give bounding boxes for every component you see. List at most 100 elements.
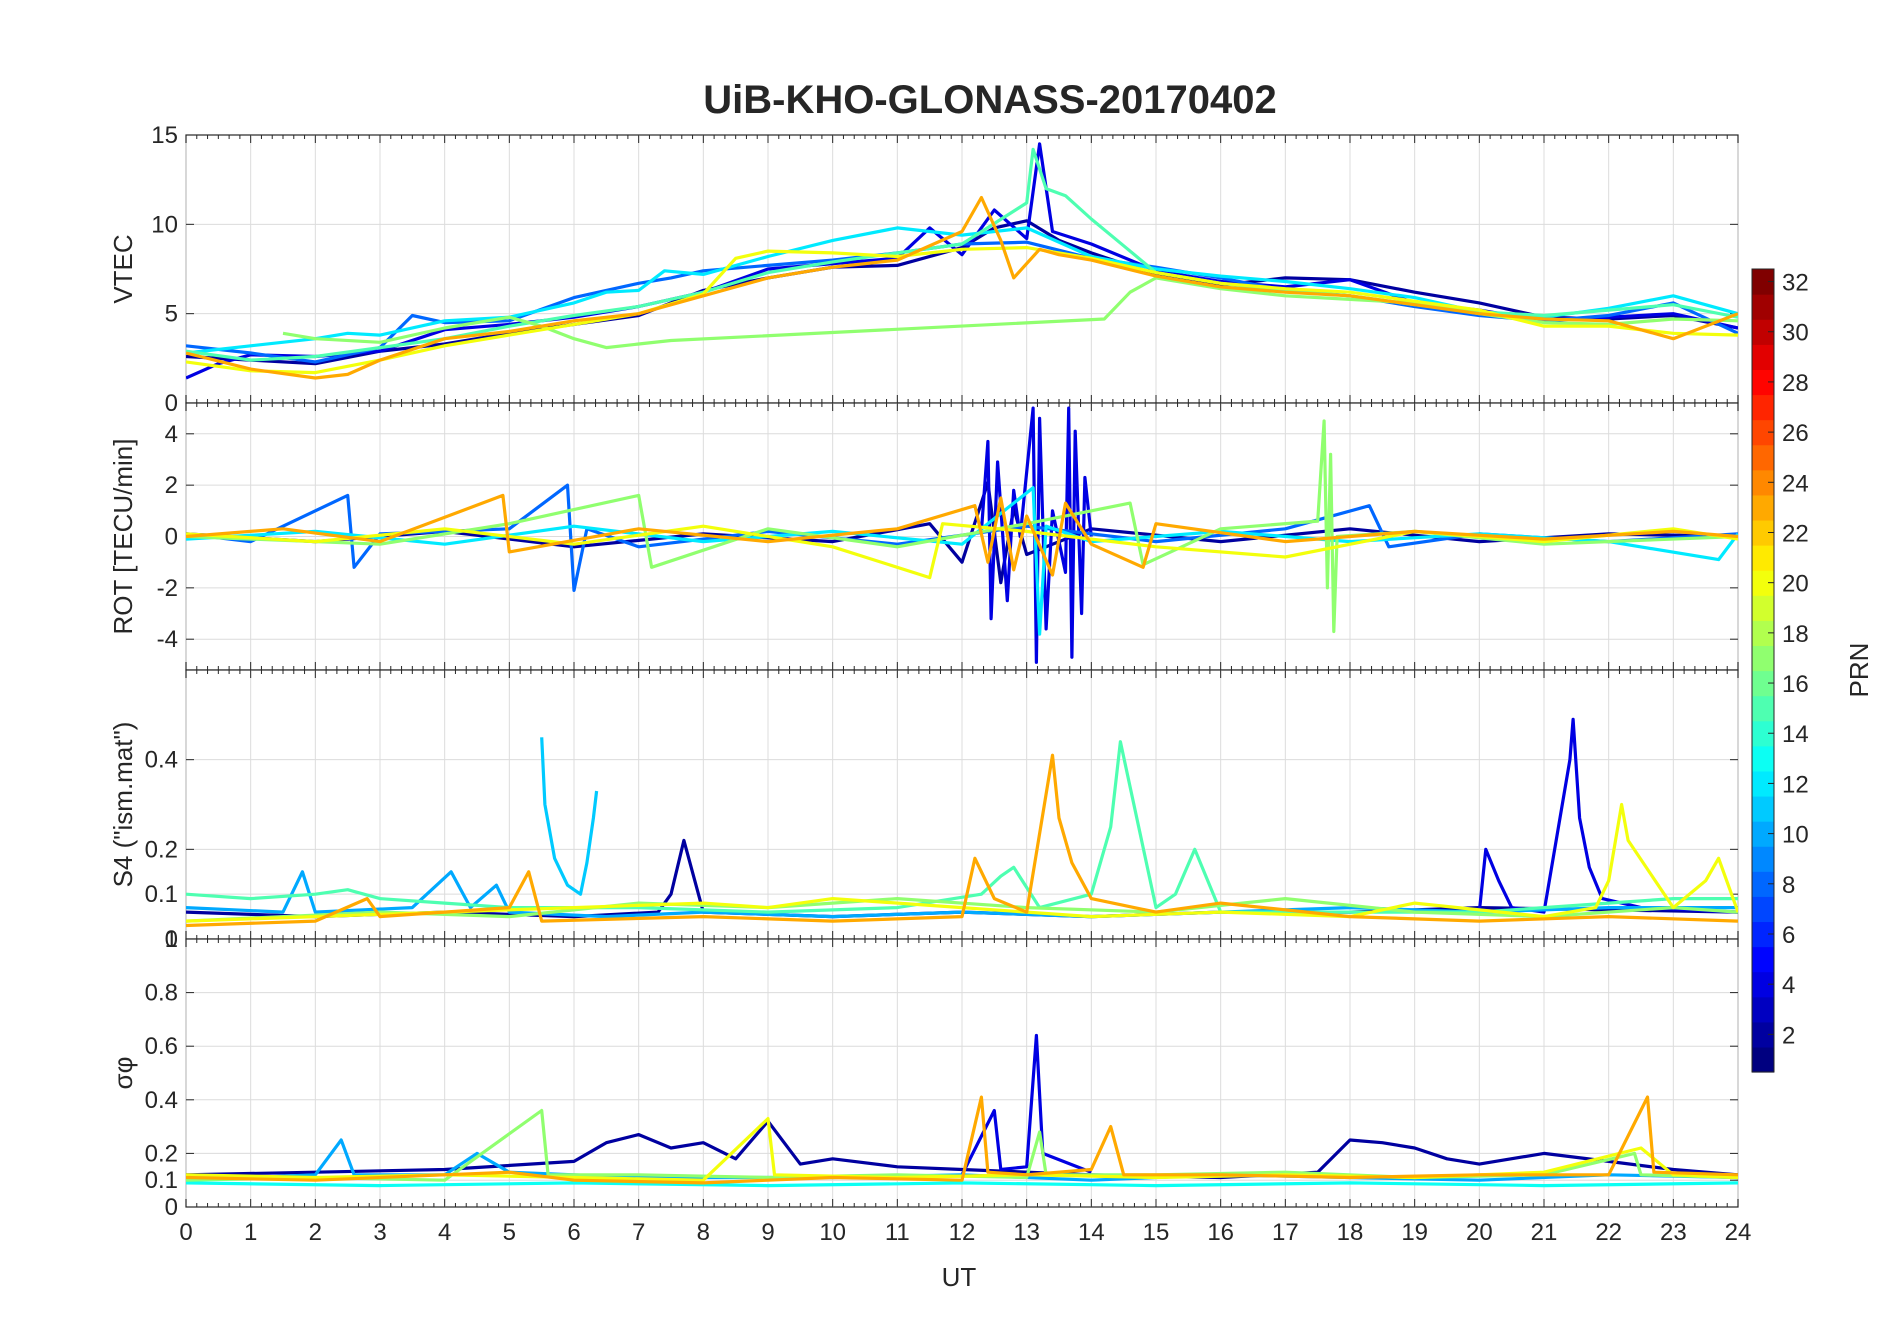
series-prn-2 xyxy=(186,1119,1738,1180)
series-prn-17 xyxy=(186,419,1738,634)
y-tick-label: 0.1 xyxy=(145,1167,178,1194)
colorbar-segment xyxy=(1752,419,1774,446)
series-prn-23 xyxy=(186,1095,1738,1185)
colorbar-segment xyxy=(1752,344,1774,370)
colorbar-segment xyxy=(1752,996,1774,1023)
x-tick-label: 11 xyxy=(885,1219,910,1246)
colorbar-segment xyxy=(1752,1021,1774,1048)
y-tick-label: 0.4 xyxy=(145,747,178,774)
x-tick-label: 2 xyxy=(309,1219,322,1246)
series-prn-23 xyxy=(186,195,1738,380)
y-tick-label: -4 xyxy=(157,626,178,653)
x-tick-label: 18 xyxy=(1337,1219,1364,1246)
x-tick-label: 17 xyxy=(1272,1219,1299,1246)
colorbar-segment xyxy=(1752,695,1774,722)
series-prn-4 xyxy=(979,406,1093,664)
y-tick-label: 0.4 xyxy=(145,1087,178,1114)
x-tick-label: 8 xyxy=(697,1219,710,1246)
series-prn-4 xyxy=(1477,717,1738,914)
panel-series xyxy=(186,717,1738,928)
colorbar-segment xyxy=(1752,319,1774,345)
x-tick-label: 5 xyxy=(503,1219,516,1246)
x-tick-label: 4 xyxy=(438,1219,451,1246)
colorbar-tick-label: 22 xyxy=(1782,520,1809,547)
chart-title: UiB-KHO-GLONASS-20170402 xyxy=(703,78,1277,122)
x-tick-label: 21 xyxy=(1531,1219,1558,1246)
y-axis-label: ROT [TECU/min] xyxy=(108,439,138,635)
colorbar-segment xyxy=(1752,645,1774,672)
y-axis-label: VTEC xyxy=(108,234,138,303)
colorbar-tick-label: 2 xyxy=(1782,1022,1795,1049)
series-prn-23 xyxy=(186,493,1738,577)
x-tick-label: 22 xyxy=(1595,1219,1622,1246)
colorbar-segment xyxy=(1752,795,1774,822)
y-tick-label: 4 xyxy=(165,421,178,448)
colorbar-segment xyxy=(1752,846,1774,872)
x-tick-label: 9 xyxy=(761,1219,774,1246)
colorbar-segment xyxy=(1752,269,1774,295)
colorbar-segment xyxy=(1752,494,1774,521)
y-tick-label: 10 xyxy=(151,211,178,238)
x-tick-label: 10 xyxy=(819,1219,846,1246)
colorbar-tick-label: 4 xyxy=(1782,972,1795,999)
x-tick-label: 1 xyxy=(244,1219,257,1246)
colorbar-segment xyxy=(1752,745,1774,772)
colorbar-tick-label: 18 xyxy=(1782,621,1809,648)
x-tick-label: 15 xyxy=(1143,1219,1170,1246)
x-tick-label: 12 xyxy=(949,1219,976,1246)
colorbar-tick-label: 30 xyxy=(1782,320,1809,347)
colorbar-tick-label: 16 xyxy=(1782,671,1809,698)
y-tick-label: 0 xyxy=(165,524,178,551)
y-tick-label: 0.8 xyxy=(145,980,178,1007)
colorbar-segment xyxy=(1752,946,1774,973)
colorbar-segment xyxy=(1752,394,1774,421)
x-tick-label: 20 xyxy=(1466,1219,1493,1246)
colorbar-segment xyxy=(1752,519,1774,546)
panel-series xyxy=(186,1033,1738,1188)
y-tick-label: 0 xyxy=(165,390,178,417)
colorbar-segment xyxy=(1752,595,1774,621)
x-tick-label: 19 xyxy=(1401,1219,1428,1246)
series-prn-10 xyxy=(186,870,1738,919)
panel-1: 0 5 10 15 VTEC xyxy=(108,122,1739,417)
colorbar-segment xyxy=(1752,570,1774,596)
y-tick-label: 0 xyxy=(165,1194,178,1221)
colorbar-segment xyxy=(1752,620,1774,647)
panel-2: -4 -2 0 2 4 ROT [TECU/min] xyxy=(108,402,1739,671)
series-prn-13 xyxy=(186,1181,1738,1188)
x-tick-label: 23 xyxy=(1660,1219,1687,1246)
colorbar-tick-label: 6 xyxy=(1782,922,1795,949)
colorbar-label: PRN xyxy=(1844,643,1874,698)
y-tick-label: 5 xyxy=(165,301,178,328)
y-tick-label: 0.2 xyxy=(145,836,178,863)
colorbar-segment xyxy=(1752,1046,1774,1073)
series-prn-17 xyxy=(186,1108,1738,1182)
y-tick-label: -2 xyxy=(157,575,178,602)
colorbar-segment xyxy=(1752,670,1774,697)
x-tick-label: 0 xyxy=(179,1219,192,1246)
series-prn-20 xyxy=(186,522,1738,580)
colorbar-segment xyxy=(1752,720,1774,747)
x-tick-label: 24 xyxy=(1725,1219,1752,1246)
panel-3: 0 0.1 0.2 0.4 S4 ("ism.mat") xyxy=(108,669,1739,953)
colorbar-segment xyxy=(1752,444,1774,471)
y-axis-label: σφ xyxy=(108,1057,138,1090)
y-tick-label: 0.2 xyxy=(145,1140,178,1167)
series-prn-11 xyxy=(540,737,599,896)
x-tick-label: 7 xyxy=(632,1219,645,1246)
y-tick-label: 0 xyxy=(165,926,178,953)
colorbar-tick-label: 20 xyxy=(1782,571,1809,598)
y-axis-label: S4 ("ism.mat") xyxy=(108,722,138,888)
series-prn-20 xyxy=(186,246,1738,375)
colorbar-tick-label: 10 xyxy=(1782,822,1809,849)
colorbar-tick-label: 8 xyxy=(1782,872,1795,899)
series-prn-15 xyxy=(186,740,1738,914)
colorbar-segment xyxy=(1752,971,1774,998)
y-tick-label: 0.6 xyxy=(145,1033,178,1060)
series-prn-23 xyxy=(186,753,1738,928)
x-axis-label: UT xyxy=(942,1262,977,1292)
colorbar-segment xyxy=(1752,921,1774,948)
